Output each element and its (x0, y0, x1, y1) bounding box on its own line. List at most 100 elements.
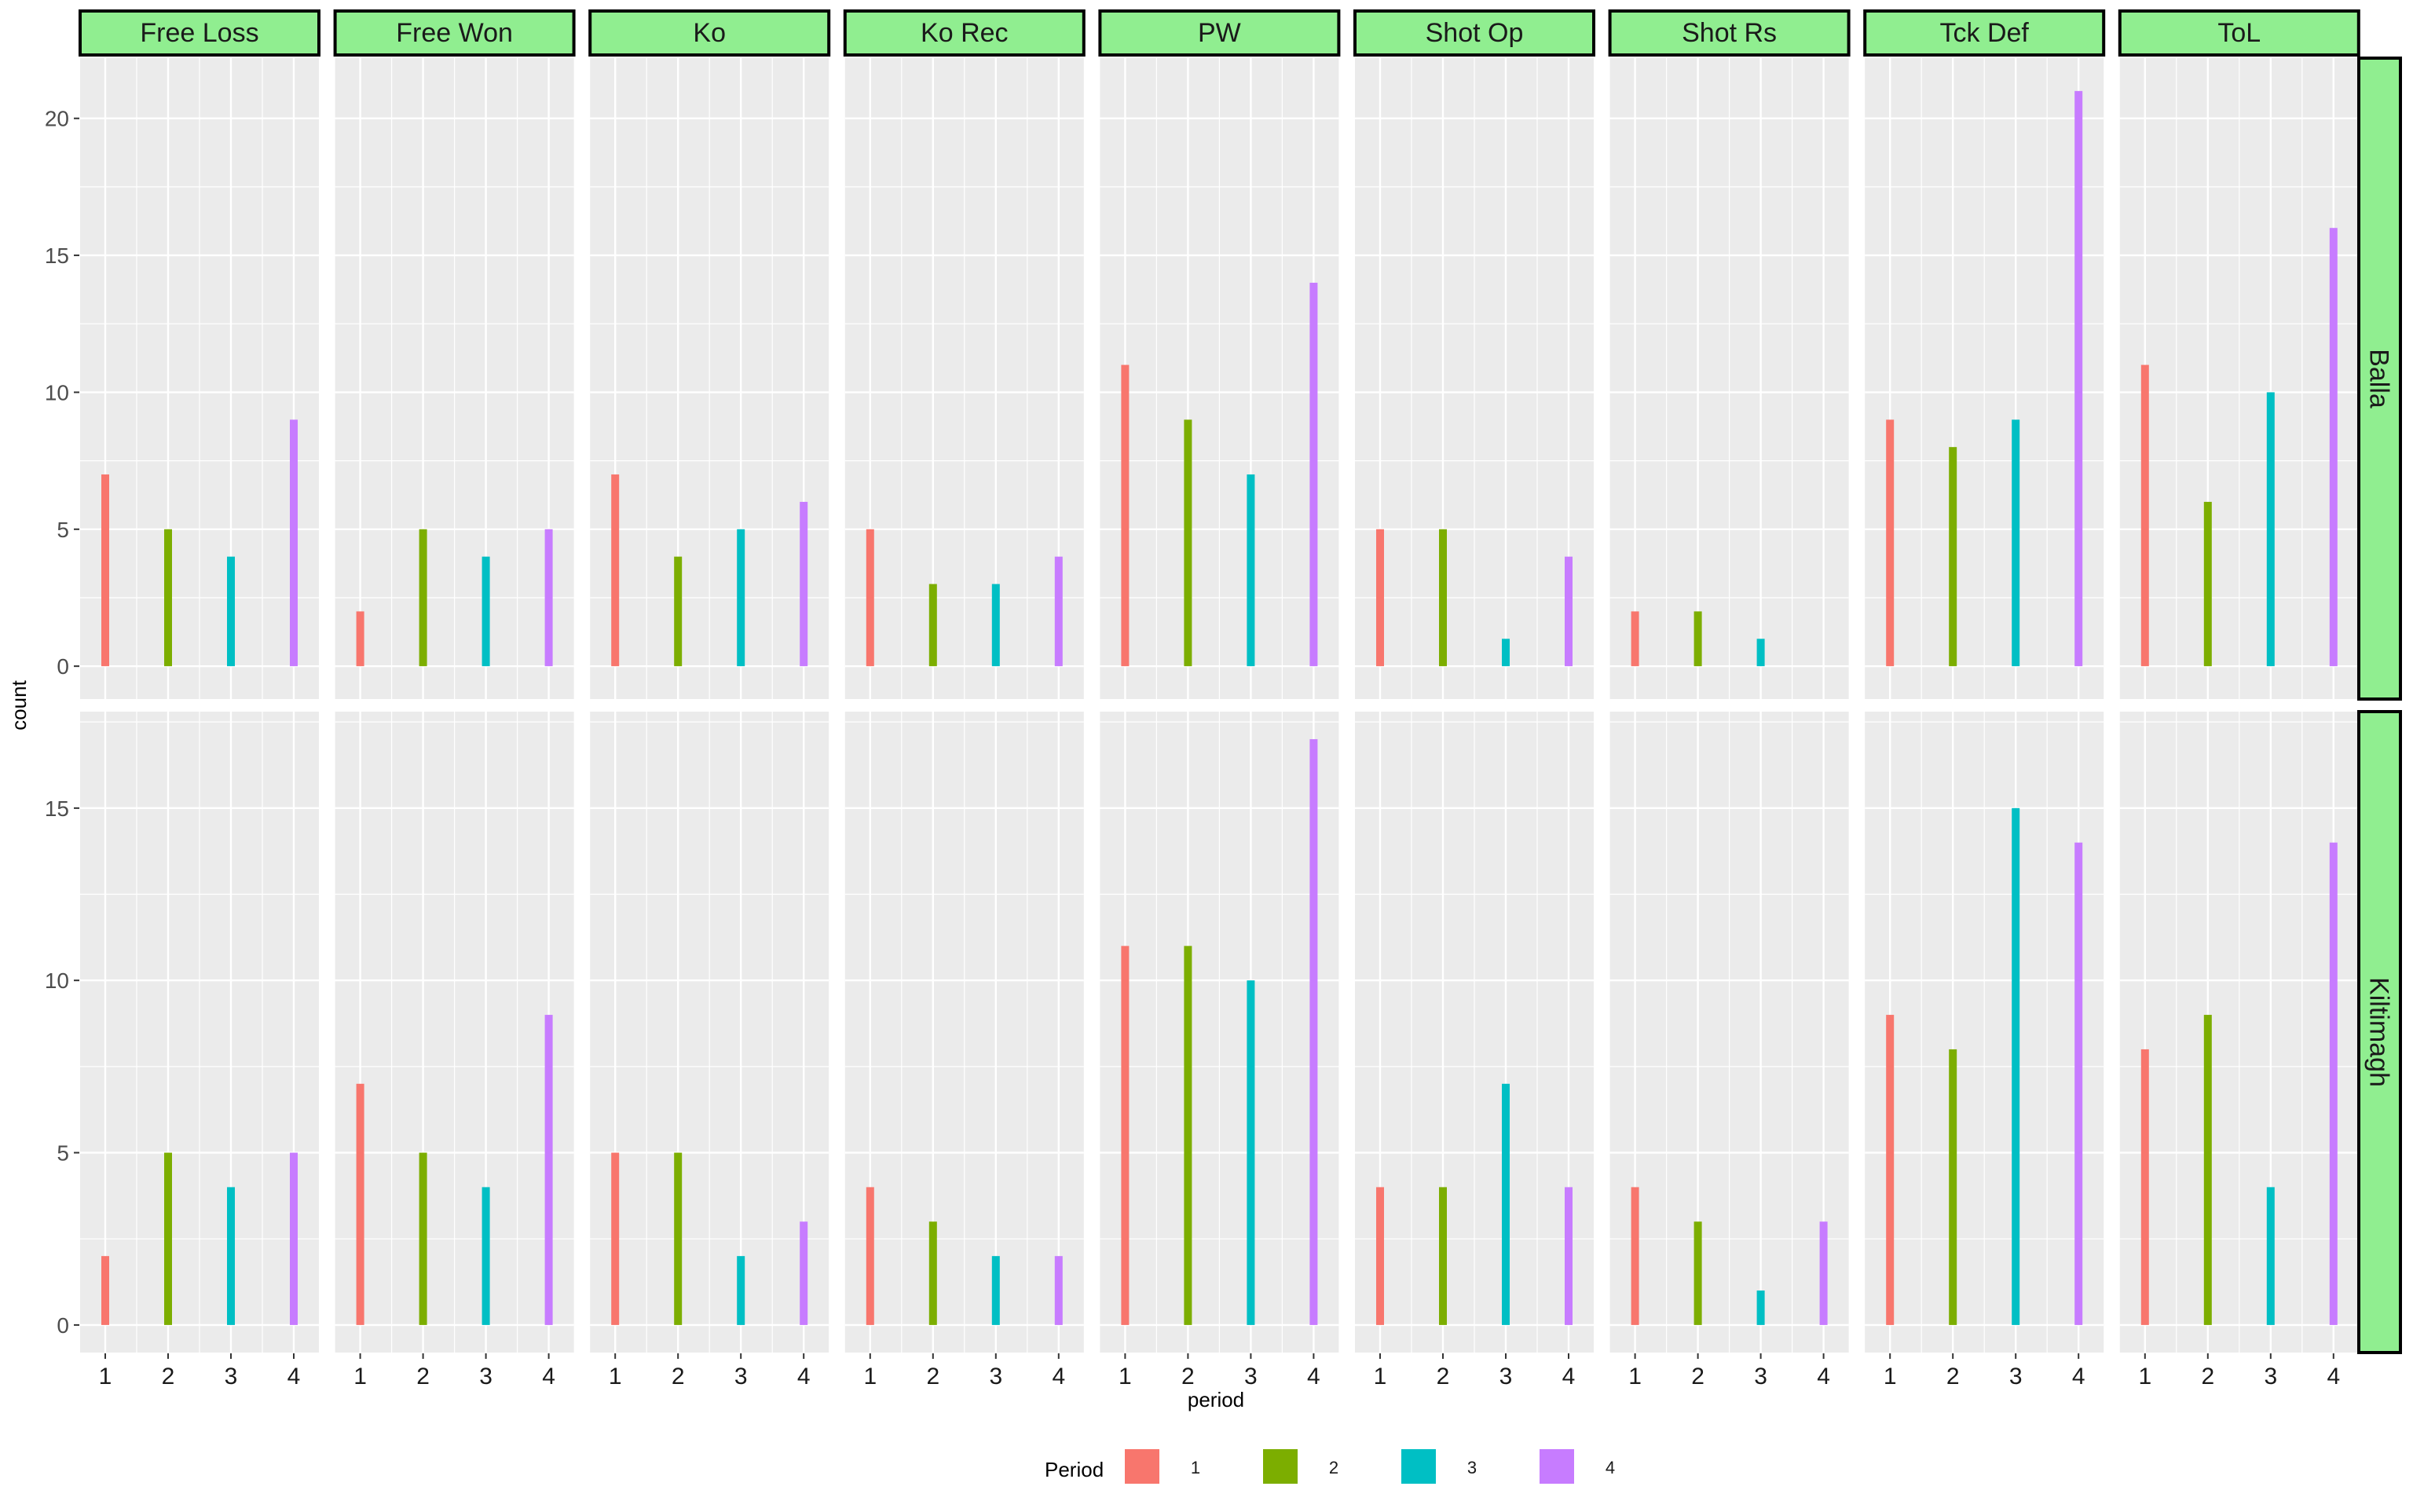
panel (590, 712, 829, 1353)
bar (800, 501, 808, 667)
x-tick-label: 1 (353, 1364, 367, 1389)
panel (1865, 712, 2104, 1353)
panel (2119, 58, 2359, 699)
strip-column-label: ToL (2217, 18, 2261, 48)
panel (1355, 712, 1594, 1353)
strip-column-box (333, 9, 576, 57)
bar (2329, 842, 2338, 1325)
bar (1502, 1083, 1510, 1325)
bar (611, 474, 620, 667)
x-tick-label: 2 (2201, 1364, 2214, 1389)
bar (356, 611, 364, 667)
x-tick-label: 1 (863, 1364, 877, 1389)
panel (1100, 712, 1339, 1353)
bar (2266, 392, 2275, 667)
strip-column-box (2118, 9, 2360, 57)
strip-column-label: Ko Rec (921, 18, 1009, 48)
bar (356, 1083, 364, 1325)
bar (2203, 501, 2212, 667)
bar (1693, 1221, 1702, 1325)
axes-layer: 0 5 10 15 20 0 5 10 15 1 2 3 4 1 2 3 4 1 2 3 4 1 2 3 4 1 2 3 4 1 2 3 4 1 2… (45, 107, 2340, 1389)
x-tick-label: 2 (1946, 1364, 1960, 1389)
x-tick-label: 4 (2327, 1364, 2340, 1389)
x-tick-label: 3 (479, 1364, 492, 1389)
strip-column-box (1353, 9, 1595, 57)
bar (928, 1221, 937, 1325)
strip-column: Free Loss (79, 9, 320, 57)
strip-column-box (1863, 9, 2106, 57)
bar (1054, 556, 1063, 667)
bar (482, 556, 490, 667)
y-tick-label: 0 (57, 654, 69, 679)
strip-column: Ko Rec (843, 9, 1086, 57)
bar (1949, 1049, 1957, 1325)
x-axis-title: period (1188, 1388, 1244, 1411)
x-tick-label: 1 (99, 1364, 112, 1389)
bar (674, 556, 683, 667)
x-tick-label: 4 (2072, 1364, 2085, 1389)
y-tick-label: 0 (57, 1313, 69, 1338)
legend-item: 2 (1263, 1449, 1338, 1484)
y-tick-label: 15 (45, 243, 69, 268)
strip-column-label: PW (1198, 18, 1241, 48)
bar (1376, 529, 1384, 667)
bar (1054, 1256, 1063, 1325)
strip-row: Kiltimagh (2357, 710, 2402, 1354)
legend-item: 1 (1125, 1449, 1200, 1484)
legend-label: 4 (1606, 1458, 1615, 1477)
strip-column: PW (1098, 9, 1341, 57)
panel (844, 712, 1084, 1353)
bar (1376, 1187, 1384, 1325)
bar (544, 529, 553, 667)
bar (1756, 639, 1765, 667)
bar (1121, 364, 1130, 667)
bar (991, 584, 1000, 667)
strip-column: Ko (588, 9, 831, 57)
bar (101, 474, 109, 667)
strip-column: Shot Rs (1608, 9, 1851, 57)
panel (1609, 58, 1849, 699)
x-tick-label: 4 (1817, 1364, 1830, 1389)
bar (1184, 946, 1192, 1325)
strip-column-box (79, 9, 320, 57)
x-tick-label: 1 (1884, 1364, 1897, 1389)
x-tick-label: 3 (734, 1364, 748, 1389)
panel (80, 58, 319, 699)
strip-column: ToL (2118, 9, 2360, 57)
x-tick-label: 4 (287, 1364, 301, 1389)
strip-row-box (2357, 57, 2402, 701)
bar (2012, 807, 2020, 1325)
x-tick-label: 2 (1437, 1364, 1450, 1389)
y-tick-label: 15 (45, 796, 69, 821)
panel (1865, 58, 2104, 699)
bar (1121, 946, 1130, 1325)
x-tick-label: 3 (1244, 1364, 1258, 1389)
bar (1631, 1187, 1639, 1325)
panel (1355, 58, 1594, 699)
bar (2074, 90, 2083, 667)
strip-column-label: Free Loss (140, 18, 258, 48)
strip-column-box (1608, 9, 1851, 57)
bar (1819, 1221, 1828, 1325)
legend-label: 2 (1329, 1458, 1338, 1477)
panel (1609, 712, 1849, 1353)
bar (482, 1187, 490, 1325)
bar (1886, 419, 1895, 667)
bar (227, 556, 235, 667)
x-tick-label: 3 (989, 1364, 1002, 1389)
panel (80, 712, 319, 1353)
bar (1247, 474, 1255, 667)
panel (590, 58, 829, 699)
x-tick-label: 1 (1628, 1364, 1642, 1389)
strips-layer: Free Loss Free Won Ko Ko Rec PW Shot Op Shot R… (79, 9, 2402, 1354)
panels-layer (80, 58, 2359, 1353)
strip-column: Tck Def (1863, 9, 2106, 57)
bar (1502, 639, 1510, 667)
strip-row-box (2357, 710, 2402, 1354)
strip-column-label: Tck Def (1940, 18, 2030, 48)
y-tick-label: 10 (45, 380, 69, 405)
legend-key (1263, 1449, 1298, 1484)
bar (290, 419, 298, 667)
bar (290, 1152, 298, 1325)
